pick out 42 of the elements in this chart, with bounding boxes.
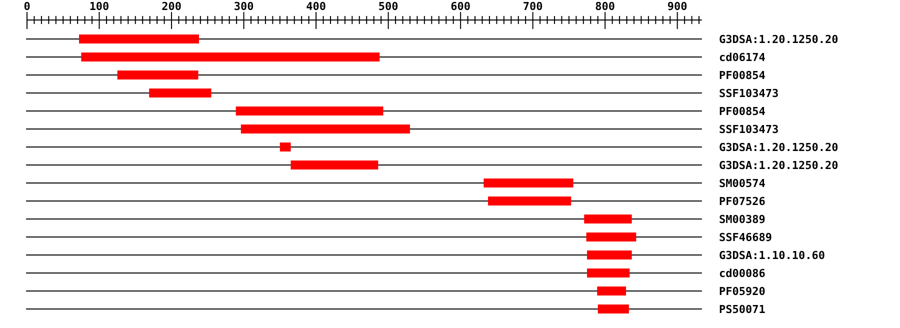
y-tick-label: PF07526 xyxy=(719,195,766,208)
y-tick-label: SM00574 xyxy=(719,177,766,190)
x-tick-label: 500 xyxy=(378,0,398,13)
y-tick-label: SSF103473 xyxy=(719,123,779,136)
y-tick-label: G3DSA:1.10.10.60 xyxy=(719,249,825,262)
x-tick-label: 300 xyxy=(234,0,254,13)
y-tick-label: G3DSA:1.20.1250.20 xyxy=(719,159,838,172)
bar xyxy=(488,196,572,206)
x-tick-label: 700 xyxy=(522,0,543,13)
y-tick-label: SSF103473 xyxy=(719,87,779,100)
bar xyxy=(584,214,632,224)
x-tick-label: 900 xyxy=(667,0,688,13)
y-tick-label: PF05920 xyxy=(719,285,766,298)
bar xyxy=(79,34,199,44)
bar xyxy=(236,106,384,116)
x-tick-label: 600 xyxy=(450,0,470,13)
y-tick-label: SSF46689 xyxy=(719,231,772,244)
y-tick-label: G3DSA:1.20.1250.20 xyxy=(719,141,838,154)
bar xyxy=(149,88,212,98)
bar xyxy=(587,268,630,278)
x-tick-label: 800 xyxy=(595,0,616,13)
y-tick-label: cd06174 xyxy=(719,51,766,64)
x-tick-label: 200 xyxy=(162,0,182,13)
y-tick-label: SM00389 xyxy=(719,213,766,226)
x-tick-label: 100 xyxy=(89,0,110,13)
bar xyxy=(117,70,198,80)
y-tick-label: G3DSA:1.20.1250.20 xyxy=(719,33,838,46)
bar xyxy=(484,178,574,188)
y-tick-label: PS50071 xyxy=(719,303,766,316)
bar xyxy=(598,304,629,314)
bar xyxy=(290,160,378,170)
bar xyxy=(280,142,291,152)
bar xyxy=(240,124,410,134)
bar xyxy=(81,52,380,62)
y-tick-label: cd00086 xyxy=(719,267,766,280)
y-tick-label: PF00854 xyxy=(719,105,766,118)
bar xyxy=(586,232,636,242)
bar xyxy=(587,250,632,260)
x-tick-label: 0 xyxy=(24,0,30,13)
y-tick-label: PF00854 xyxy=(719,69,766,82)
bar xyxy=(597,286,626,296)
x-tick-label: 400 xyxy=(306,0,326,13)
